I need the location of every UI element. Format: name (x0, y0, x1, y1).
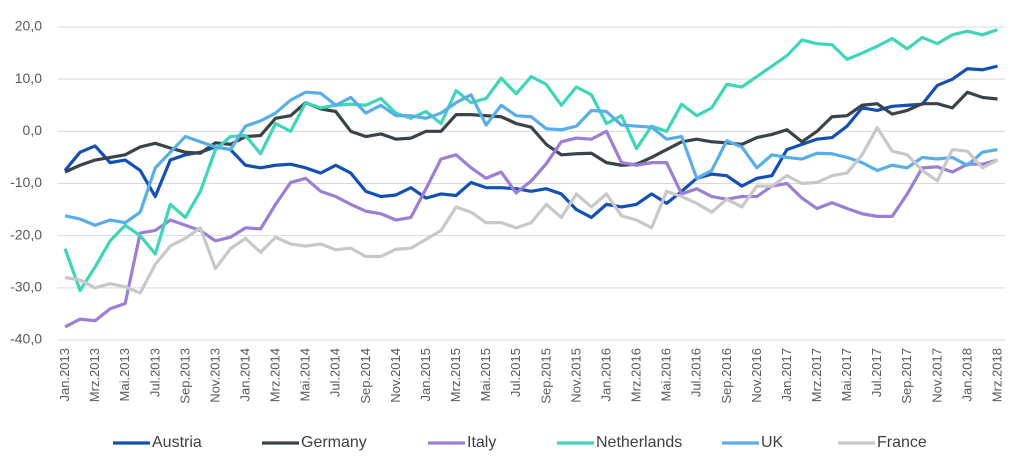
y-tick-label: 0,0 (23, 122, 43, 138)
x-tick-label: Sep.2013 (177, 348, 192, 404)
x-tick-label: Sep.2014 (358, 348, 373, 404)
x-tick-label: Mai.2016 (659, 348, 674, 401)
x-tick-label: Jan.2016 (598, 348, 613, 402)
x-tick-label: Jan.2015 (418, 348, 433, 402)
legend-label: France (877, 434, 927, 451)
x-tick-label: Mai.2014 (298, 348, 313, 401)
x-tick-label: Mai.2013 (117, 348, 132, 401)
x-tick-label: Jan.2017 (779, 348, 794, 402)
x-tick-label: Nov.2015 (568, 348, 583, 403)
x-tick-label: Jul.2016 (689, 348, 704, 397)
series-line (64, 90, 998, 227)
x-tick-label: Jul.2015 (508, 348, 523, 397)
x-tick-label: Sep.2015 (538, 348, 553, 404)
x-tick-label: Jan.2013 (57, 348, 72, 402)
y-tick-label: 20,0 (15, 18, 42, 34)
series-line (63, 28, 999, 293)
y-tick-label: -40,0 (10, 331, 42, 347)
x-tick-label: Mai.2015 (478, 348, 493, 401)
x-tick-label: Jan.2014 (237, 348, 252, 402)
x-tick-label: Jul.2017 (869, 348, 884, 397)
legend-label: Germany (301, 434, 367, 451)
x-tick-label: Nov.2016 (749, 348, 764, 403)
series-line (64, 129, 998, 329)
legend-label: Netherlands (596, 434, 682, 451)
x-tick-label: Nov.2014 (388, 348, 403, 403)
x-tick-label: Jan.2018 (959, 348, 974, 402)
x-tick-label: Mrz.2015 (448, 348, 463, 402)
legend-label: UK (761, 434, 784, 451)
x-tick-label: Mrz.2016 (629, 348, 644, 402)
x-tick-label: Sep.2017 (899, 348, 914, 404)
x-tick-label: Nov.2013 (207, 348, 222, 403)
x-tick-label: Mrz.2018 (989, 348, 1004, 402)
x-tick-label: Sep.2016 (719, 348, 734, 404)
x-tick-label: Mrz.2017 (809, 348, 824, 402)
series-line (64, 126, 999, 295)
y-tick-label: -30,0 (10, 279, 42, 295)
legend-label: Austria (152, 434, 202, 451)
y-tick-label: 10,0 (15, 70, 42, 86)
y-tick-label: -10,0 (10, 174, 42, 190)
x-tick-label: Jul.2014 (328, 348, 343, 397)
x-tick-label: Mai.2017 (839, 348, 854, 401)
x-tick-label: Nov.2017 (929, 348, 944, 403)
legend-label: Italy (467, 434, 496, 451)
y-tick-label: -20,0 (10, 226, 42, 242)
x-tick-label: Mrz.2013 (87, 348, 102, 402)
x-tick-label: Jul.2013 (147, 348, 162, 397)
x-tick-label: Mrz.2014 (268, 348, 283, 402)
